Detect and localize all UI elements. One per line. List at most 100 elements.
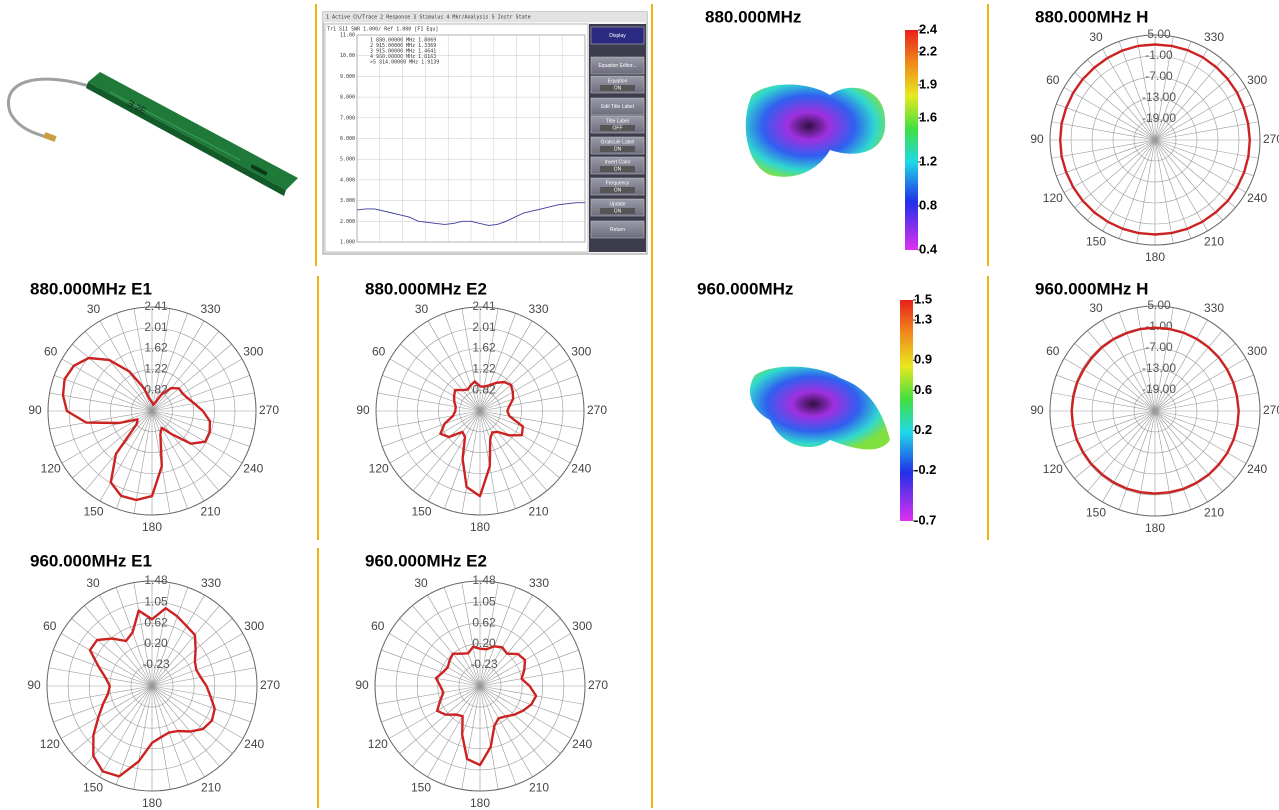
spoke [1154, 139, 1247, 193]
spoke [1154, 139, 1259, 159]
spoke [444, 313, 481, 412]
spoke [479, 587, 517, 687]
angle-label: 270 [1263, 403, 1279, 417]
spoke [99, 685, 153, 778]
spoke [479, 392, 583, 412]
grid-ring [89, 348, 215, 474]
spoke [1074, 72, 1156, 141]
softkey-label: Graticule Label [601, 139, 635, 145]
spoke [115, 685, 153, 785]
grid-ring [416, 622, 544, 750]
angle-label: 300 [243, 345, 263, 359]
grid-ring [459, 390, 501, 432]
spoke [49, 392, 153, 412]
angle-label: 330 [201, 576, 221, 590]
spoke [479, 685, 499, 790]
spoke [443, 587, 481, 687]
spoke [1074, 410, 1156, 479]
grid-ring [131, 390, 173, 432]
spoke [1154, 392, 1259, 412]
angle-label: 120 [1043, 191, 1063, 205]
angle-label: 60 [1046, 344, 1060, 358]
marker-readout: 3 915.00000 MHz 1.4641 [370, 49, 436, 55]
spoke [461, 410, 481, 514]
chart-title: 880.000MHz [705, 7, 801, 26]
spoke [133, 410, 153, 514]
spoke [479, 410, 578, 447]
spoke [151, 343, 232, 412]
y-tick-label: 10.00 [340, 53, 355, 59]
angle-label: 270 [259, 403, 279, 417]
spoke [479, 320, 533, 412]
grid-ring [130, 664, 174, 708]
spoke [1154, 72, 1236, 141]
spoke [1118, 41, 1156, 141]
spoke [151, 410, 250, 447]
angle-label: 270 [260, 678, 280, 692]
angle-label: 330 [529, 576, 549, 590]
spoke [1154, 410, 1208, 503]
angle-label: 270 [1263, 132, 1279, 146]
spoke [151, 594, 205, 687]
angle-label: 300 [1247, 73, 1267, 87]
dividers [315, 4, 989, 808]
tick-label: 1.9 [919, 76, 937, 91]
grid-ring [46, 580, 258, 792]
vna-menu: 1 Active Ch/Trace 2 Response 3 Stimulus … [326, 15, 531, 21]
chart-title: 880.000MHz E2 [365, 279, 487, 298]
spoke [1118, 312, 1156, 412]
angle-label: 270 [587, 403, 607, 417]
chart-title: 880.000MHz E1 [30, 279, 152, 298]
r-tick-label: 5.00 [1147, 298, 1171, 312]
r-tick-label: 1.48 [144, 573, 168, 587]
softkey-state-box [600, 166, 635, 172]
softkey-label: Frequency [606, 180, 630, 186]
spoke [461, 308, 481, 412]
colorbar [900, 300, 913, 521]
spoke [1154, 139, 1192, 239]
pattern-3d [750, 366, 890, 450]
angle-label: 120 [369, 462, 389, 476]
chart-title: 960.000MHz H [1035, 279, 1148, 298]
angle-label: 330 [1204, 30, 1224, 44]
grid-ring [375, 306, 585, 516]
r-tick-label: 1.62 [144, 341, 168, 355]
angle-label: 90 [1030, 403, 1044, 417]
spoke [1063, 358, 1156, 412]
chart-title: 960.000MHz E1 [30, 551, 152, 570]
softkey [590, 220, 645, 239]
angle-label: 150 [83, 780, 103, 794]
spoke [389, 358, 481, 412]
angle-label: 120 [41, 462, 61, 476]
angle-label: 240 [1247, 462, 1267, 476]
marker-readout: 4 960.00000 MHz 1.8163 [370, 54, 436, 60]
r-tick-label: 5.00 [1147, 27, 1171, 41]
spoke [1154, 410, 1247, 464]
spoke [388, 685, 481, 739]
grid-ring [1133, 118, 1177, 162]
spoke [479, 685, 561, 754]
spoke [479, 582, 499, 687]
spoke [1118, 410, 1156, 510]
angle-label: 30 [1089, 301, 1103, 315]
spoke [71, 685, 153, 754]
grid-ring [417, 348, 543, 474]
spoke [1154, 358, 1247, 412]
angle-label: 240 [244, 737, 264, 751]
spoke [151, 410, 188, 509]
spoke [133, 582, 153, 687]
spoke [53, 649, 153, 687]
angle-label: 150 [83, 504, 103, 518]
spoke [461, 582, 481, 687]
spoke [151, 331, 220, 412]
angle-label: 210 [528, 504, 548, 518]
spoke [479, 410, 571, 464]
spoke [399, 618, 481, 687]
spoke [71, 618, 153, 687]
spoke [1056, 103, 1156, 141]
tick-label: 1.6 [919, 109, 937, 124]
spoke [479, 358, 571, 412]
angle-label: 30 [87, 302, 101, 316]
spoke [479, 343, 560, 412]
y-tick-label: 7.000 [340, 115, 355, 121]
